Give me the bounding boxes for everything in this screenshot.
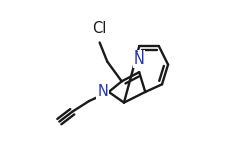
Text: N: N	[134, 50, 145, 65]
Text: N: N	[97, 85, 108, 99]
Text: Cl: Cl	[93, 21, 107, 36]
Text: N: N	[134, 52, 145, 67]
